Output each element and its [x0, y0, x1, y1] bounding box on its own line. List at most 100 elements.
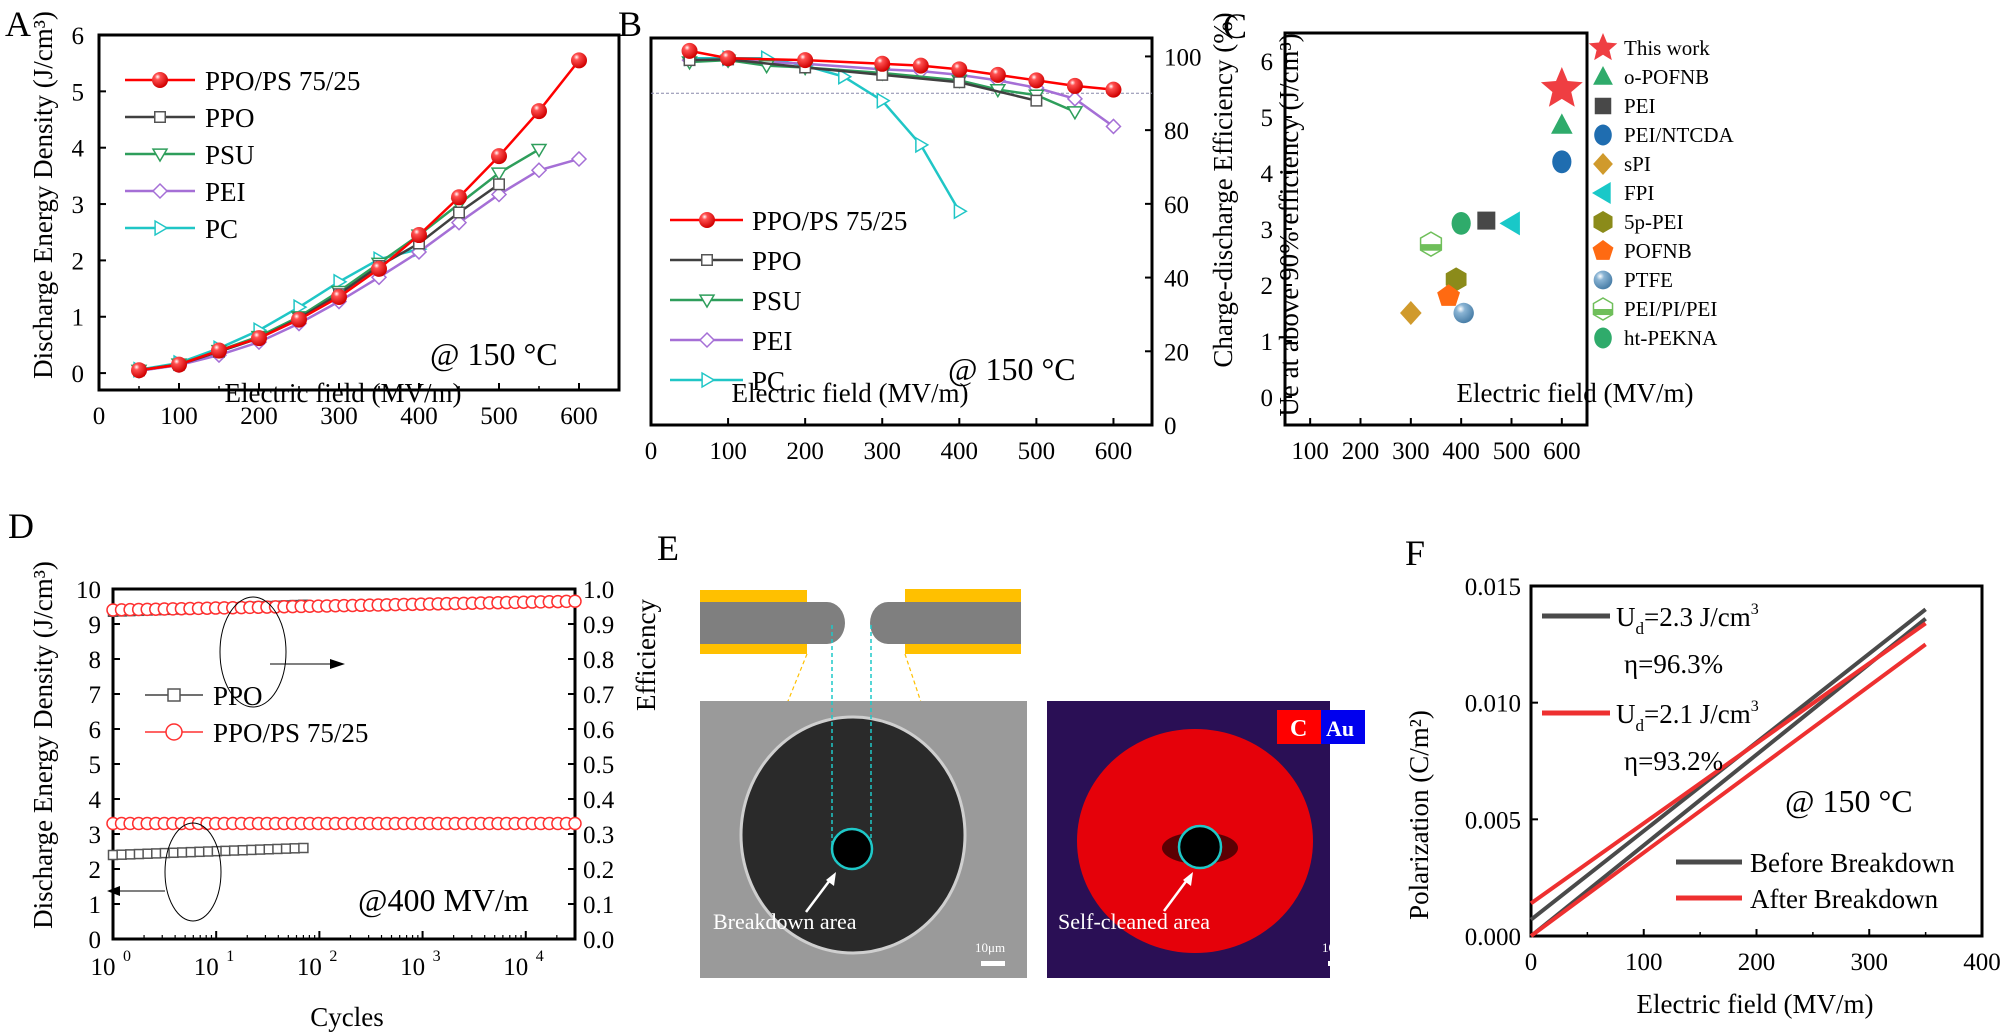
b-legend-label: PEI [752, 326, 793, 356]
b-legend-marker [699, 212, 715, 228]
f-legend-label: After Breakdown [1750, 884, 1939, 914]
d-x-tick-label: 10 [503, 954, 528, 981]
f-x-tick-label: 300 [1851, 949, 1889, 976]
d-x-tick-label: 10 [194, 954, 219, 981]
e-sem-breakdown-circle [830, 827, 874, 871]
c-legend-marker [1593, 153, 1613, 175]
c-legend-marker [1593, 211, 1613, 233]
c-x-tick-label: 600 [1543, 438, 1581, 465]
d-data-point [125, 849, 136, 860]
a-data-point [530, 143, 548, 158]
c-legend-marker [1593, 270, 1613, 290]
f-ud-legend-text: Ud=2.3 J/cm3 [1616, 601, 1759, 638]
d-data-point [289, 843, 300, 854]
d-left-y-tick-label: 8 [89, 647, 102, 674]
d-legend-label: PPO [213, 681, 263, 711]
c-legend-marker [1588, 33, 1618, 61]
a-series-line [138, 157, 580, 373]
b-x-tick-label: 600 [1095, 438, 1133, 465]
c-legend-label: PEI/NTCDA [1624, 123, 1735, 147]
d-data-point [202, 846, 214, 857]
panel-b-chart: Electric field (MV/m) Charge-discharge E… [645, 12, 1238, 465]
d-left-y-tick-label: 7 [89, 682, 102, 709]
d-x-tick-exponent: 3 [433, 948, 441, 965]
b-data-point [912, 57, 929, 74]
a-data-point [530, 162, 548, 179]
c-data-point [1451, 212, 1471, 235]
panel-letter-e: E [657, 528, 679, 568]
c-legend-marker [1594, 97, 1612, 115]
b-y-tick-label: 40 [1164, 266, 1189, 293]
d-right-y-tick-label: 0.9 [583, 612, 614, 639]
f-charge-curve [1529, 642, 1927, 938]
a-data-point [490, 167, 508, 182]
d-right-y-tick-label: 0.4 [583, 787, 615, 814]
d-data-point [176, 847, 188, 858]
b-data-point [876, 92, 891, 109]
d-x-axis-label: Cycles [310, 1002, 384, 1032]
d-left-y-tick-label: 4 [89, 787, 102, 814]
panel-d-chart: Cycles Discharge Energy Density (J/cm³) … [28, 561, 661, 1032]
panel-letter-a: A [5, 4, 31, 44]
c-legend-marker [1594, 124, 1612, 146]
b-x-tick-label: 0 [645, 438, 658, 465]
e-eds-arrow-head [1183, 872, 1193, 886]
a-y-axis-label: Discharge Energy Density (J/cm³) [28, 11, 58, 379]
panel-letter-b: B [618, 4, 642, 44]
a-temperature-annotation: @ 150 °C [430, 336, 558, 372]
c-data-point [1445, 267, 1467, 292]
d-arrow-right-head [330, 659, 345, 669]
b-series-line [689, 57, 961, 212]
b-x-tick-label: 200 [786, 438, 824, 465]
b-data-point [1105, 118, 1122, 135]
d-left-y-tick-label: 2 [89, 857, 102, 884]
a-data-point [493, 178, 505, 191]
a-data-point [293, 298, 308, 316]
a-data-point [211, 342, 227, 359]
c-legend-marker [1594, 327, 1612, 349]
d-arrow-left-head [107, 886, 120, 896]
f-y-tick-label: 0.015 [1465, 574, 1521, 601]
d-x-tick-exponent: 2 [329, 948, 337, 965]
d-x-tick-exponent: 4 [536, 948, 544, 965]
b-series-line [689, 49, 1114, 91]
a-plot-frame [97, 33, 621, 392]
b-legend-marker [701, 254, 713, 266]
e-legend-gold-box [1321, 710, 1365, 744]
f-y-axis-label: Polarization (C/m²) [1404, 710, 1434, 920]
c-legend-marker [1592, 240, 1614, 260]
b-y-axis-label: Charge-discharge Efficiency (%) [1208, 12, 1238, 367]
a-legend-label: PPO/PS 75/25 [205, 66, 360, 96]
a-x-tick-label: 500 [480, 403, 518, 430]
b-legend-label: PSU [752, 286, 802, 316]
c-legend-marker [1592, 297, 1614, 321]
c-data-point [1419, 231, 1443, 257]
b-legend-marker [698, 294, 716, 309]
c-y-axis-label: Ue at above 90% efficiency (J/cm³) [1274, 33, 1304, 416]
c-legend-label: FPI [1624, 181, 1654, 205]
a-data-point [451, 189, 467, 206]
c-plot-frame [1283, 31, 1589, 427]
panel-letter-d: D [8, 506, 34, 546]
b-data-point [1030, 94, 1043, 107]
b-data-point [838, 68, 853, 86]
e-sem-label: Breakdown area [713, 909, 857, 934]
c-x-tick-label: 400 [1442, 438, 1480, 465]
f-temperature-annotation: @ 150 °C [1785, 783, 1913, 819]
c-y-tick-label: 6 [1261, 49, 1274, 76]
f-eta-label: η=96.3% [1624, 649, 1723, 679]
a-legend-label: PPO [205, 103, 255, 133]
b-y-tick-label: 100 [1164, 44, 1202, 71]
d-data-point [263, 844, 275, 855]
d-x-tick-label: 10 [297, 954, 322, 981]
a-data-point [570, 150, 588, 168]
a-legend-marker [151, 148, 169, 163]
b-legend-label: PPO [752, 246, 802, 276]
d-data-point [194, 846, 205, 858]
c-legend-label: ht-PEKNA [1624, 326, 1718, 350]
b-data-point [1028, 72, 1045, 89]
d-data-point [220, 845, 231, 857]
hexagon-fill [1593, 309, 1613, 316]
c-data-point [1552, 150, 1572, 174]
